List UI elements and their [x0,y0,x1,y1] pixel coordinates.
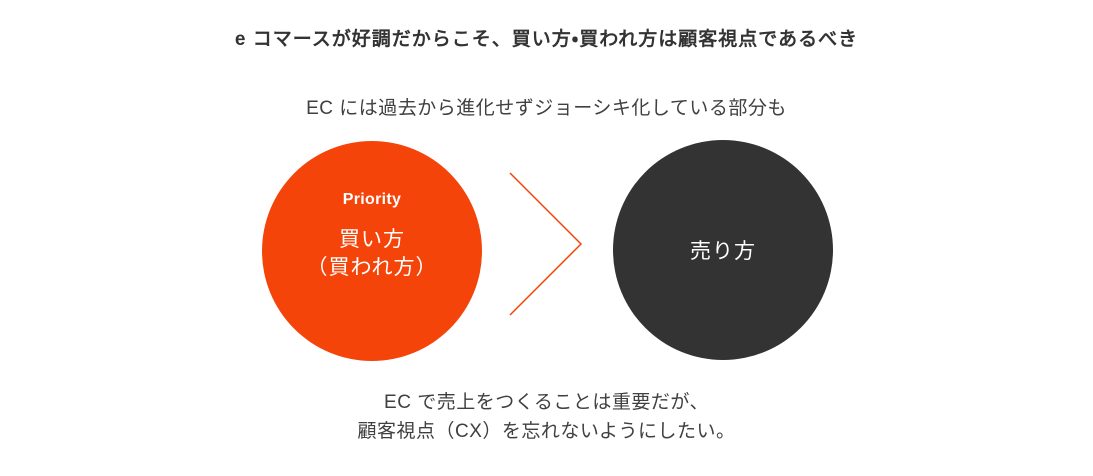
buying-label-line1: 買い方 [339,228,405,251]
greater-than-stroke [509,172,583,316]
slide-footnote: EC で売上をつくることは重要だが、 顧客視点（CX）を忘れないようにしたい。 [0,388,1093,446]
greater-than-icon [509,172,583,316]
buying-circle-label: 買い方 （買われ方） [262,226,482,282]
slide-subtitle: EC には過去から進化せずジョーシキ化している部分も [306,98,787,119]
selling-circle-label: 売り方 [690,240,756,263]
page-title: e コマースが好調だからこそ、買い方・買われ方は顧客視点であるべき [234,29,859,50]
selling-circle: 売り方 [613,140,833,360]
buying-label-line2: （買われ方） [306,256,438,279]
buying-circle: Priority 買い方 （買われ方） [262,141,482,361]
priority-badge: Priority [342,191,402,208]
footnote-line1: EC で売上をつくることは重要だが、 [384,392,709,413]
footnote-line2: 顧客視点（CX）を忘れないようにしたい。 [357,421,736,442]
